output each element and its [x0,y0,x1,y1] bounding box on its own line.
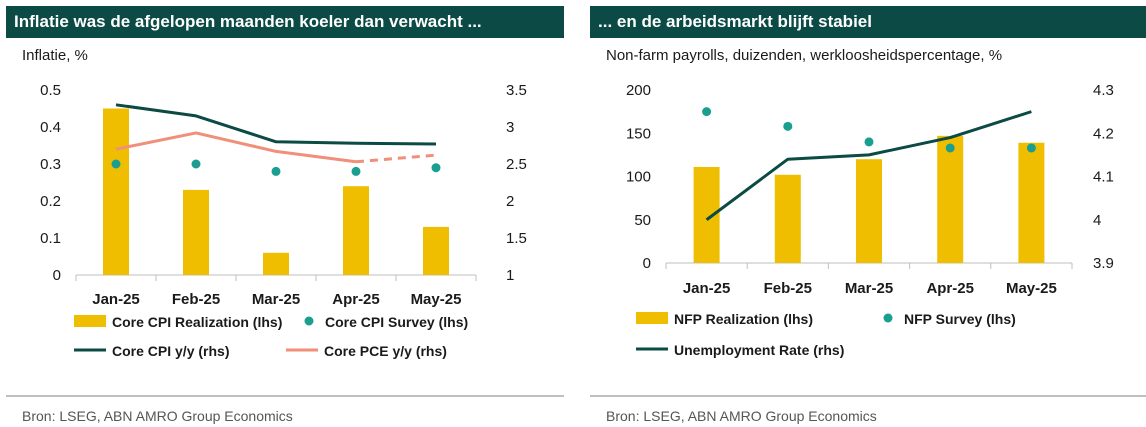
bar [103,108,129,275]
x-tick-label: May-25 [1006,280,1057,297]
survey-point [864,137,874,147]
legend-label: NFP Survey (lhs) [904,311,1016,327]
survey-point [945,143,955,153]
divider [6,395,564,397]
y-left-tick-label: 0.4 [40,119,61,136]
x-tick-label: May-25 [411,291,462,308]
survey-point [431,163,441,173]
legend-dot-swatch [883,313,893,323]
survey-point [702,107,712,117]
bar [856,159,882,263]
y-left-tick-label: 200 [626,82,651,99]
survey-point [1026,143,1036,153]
y-left-tick-label: 0.3 [40,156,61,173]
legend-label: Core CPI y/y (rhs) [112,343,229,359]
y-right-tick-label: 1 [506,267,514,284]
bar [423,226,449,275]
chart-subtitle: Non-farm payrolls, duizenden, werklooshe… [606,47,1003,64]
bar [263,252,289,275]
y-left-tick-label: 0 [643,255,651,272]
y-left-tick-label: 0.2 [40,193,61,210]
y-left-tick-label: 100 [626,169,651,186]
y-right-tick-label: 4.3 [1093,82,1114,99]
survey-point [271,166,281,176]
divider [590,395,1146,397]
y-left-tick-label: 0.1 [40,230,61,247]
y-right-tick-label: 3.5 [506,82,527,99]
x-tick-label: Mar-25 [845,280,893,297]
x-tick-label: Mar-25 [252,291,300,308]
bar [343,186,369,275]
labor-chart-panel: ... en de arbeidsmarkt blijft stabiel No… [590,0,1146,427]
legend-bar-swatch [74,315,106,327]
y-left-tick-label: 0.5 [40,82,61,99]
x-tick-label: Feb-25 [764,280,812,297]
series-line-dashed [355,153,437,164]
survey-point [111,159,121,169]
series-line [705,110,1032,221]
survey-point [783,121,793,131]
legend-bar-swatch [636,312,668,324]
y-right-tick-label: 2 [506,193,514,210]
bar [1018,142,1045,263]
y-left-tick-label: 50 [634,212,651,229]
x-tick-label: Jan-25 [92,291,140,308]
y-right-tick-label: 4.2 [1093,125,1114,142]
series-line [115,103,437,146]
survey-point [191,159,201,169]
bar [937,135,964,263]
chart-title: ... en de arbeidsmarkt blijft stabiel [598,12,872,31]
series-line [115,131,357,164]
bar [693,166,720,263]
legend-label: Core PCE y/y (rhs) [324,343,447,359]
chart-header: Inflatie was de afgelopen maanden koeler… [6,6,564,38]
x-tick-label: Apr-25 [332,291,380,308]
legend-label: Core CPI Realization (lhs) [112,314,282,330]
y-right-tick-label: 3 [506,119,514,136]
survey-point [351,166,361,176]
y-right-tick-label: 4.1 [1093,169,1114,186]
labor-chart-svg: 0 50 100 150 200 3.9 4 4.1 4.2 4.3 Jan-25 Feb-25 Mar… [626,82,1114,358]
y-right-tick-label: 3.9 [1093,255,1114,272]
y-left-tick-label: 0 [53,267,61,284]
source-note: Bron: LSEG, ABN AMRO Group Economics [606,408,877,424]
source-note: Bron: LSEG, ABN AMRO Group Economics [22,408,293,424]
x-tick-label: Jan-25 [683,280,731,297]
chart-header: ... en de arbeidsmarkt blijft stabiel [590,6,1146,38]
y-right-tick-label: 1.5 [506,230,527,247]
inflation-chart-panel: Inflatie was de afgelopen maanden koeler… [6,0,564,427]
inflation-chart-svg: 0 0.1 0.2 0.3 0.4 0.5 1 1.5 2 2.5 3 3.5 Jan-25 Feb-25… [40,82,527,359]
chart-subtitle: Inflatie, % [22,47,88,64]
legend-dot-swatch [304,316,314,326]
legend-label: Unemployment Rate (rhs) [674,342,844,358]
y-right-tick-label: 2.5 [506,156,527,173]
y-left-tick-label: 150 [626,125,651,142]
x-tick-label: Apr-25 [926,280,974,297]
bar [183,189,209,275]
x-tick-label: Feb-25 [172,291,220,308]
legend-label: NFP Realization (lhs) [674,311,813,327]
bar [774,174,801,263]
chart-title: Inflatie was de afgelopen maanden koeler… [14,12,482,31]
y-right-tick-label: 4 [1093,212,1101,229]
legend-label: Core CPI Survey (lhs) [325,314,468,330]
